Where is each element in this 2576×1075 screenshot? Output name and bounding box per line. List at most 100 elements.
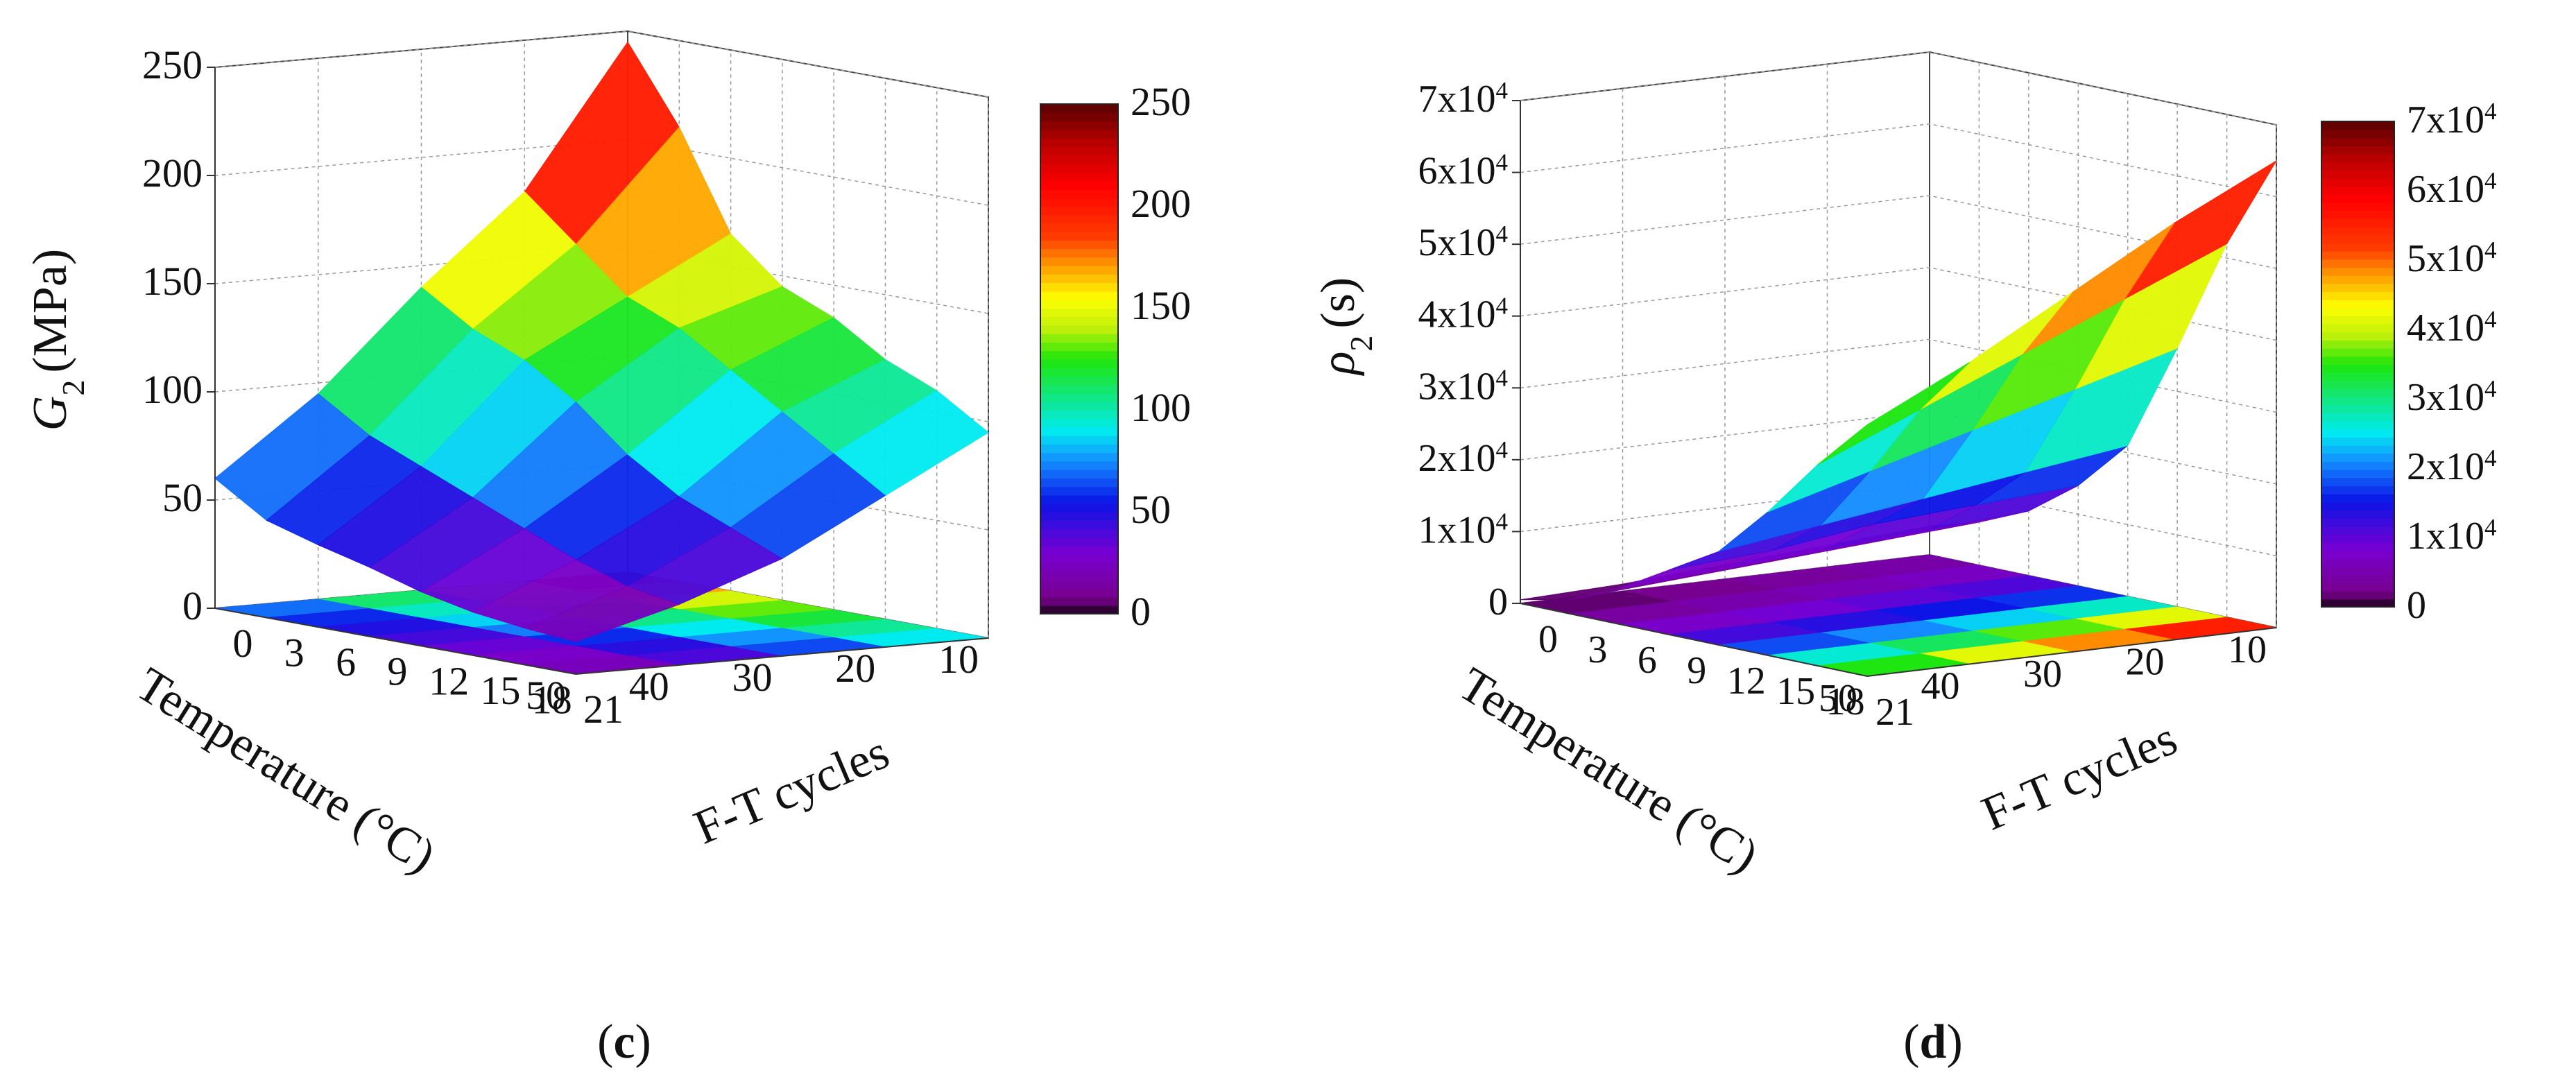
z-tick-label: 50: [162, 475, 203, 520]
z-tick-label: 150: [142, 259, 203, 304]
cycle-tick-label: 21: [1875, 691, 1914, 734]
colorbar-band: [1040, 528, 1118, 538]
colorbar-band: [1040, 376, 1118, 386]
cycle-tick-label: 9: [387, 649, 407, 694]
colorbar-band: [2321, 413, 2394, 422]
panel-label: (c): [597, 1015, 651, 1069]
colorbar-tick-label: 100: [1131, 385, 1191, 430]
cycle-tick-label: 12: [1727, 660, 1766, 703]
colorbar-band: [2321, 566, 2394, 576]
colorbar-band: [2321, 501, 2394, 510]
colorbar-band: [1040, 469, 1118, 479]
axes: 0 1x104 2x104 3x104 4x104 5x104 6x104 7x104 10 20…: [1418, 77, 2277, 734]
z-gridline: [1520, 123, 2277, 198]
surface-cell: [1817, 362, 1970, 465]
temperature-tick-label: 40: [1921, 665, 1960, 708]
z-tick-label: 4x104: [1418, 292, 1509, 336]
colorbar-band: [2321, 226, 2394, 236]
colorbar-band: [2321, 332, 2394, 341]
colorbar-band: [1040, 580, 1118, 590]
colorbar-band: [2321, 250, 2394, 260]
z-tick-label: 7x104: [1418, 77, 1509, 121]
colorbar-band: [2321, 372, 2394, 381]
colorbar-band: [2321, 316, 2394, 325]
cycles-axis-line: [214, 608, 576, 675]
colorbar-band: [1040, 546, 1118, 556]
tick-exponent: 4: [1496, 148, 1509, 175]
colorbar-band: [1040, 325, 1118, 334]
z-axis-title: ρ2 (s): [1312, 277, 1379, 376]
colorbar-band: [2321, 510, 2394, 519]
surface: [214, 41, 989, 642]
colorbar-band: [2321, 420, 2394, 430]
temperature-axis-line: [1866, 627, 2277, 677]
colorbar-band: [1040, 393, 1118, 402]
tick-exponent: 4: [2484, 306, 2497, 333]
colorbar-band: [2321, 550, 2394, 559]
panel-label: (d): [1903, 1015, 1963, 1069]
panel-label-letter: d: [1920, 1015, 1947, 1069]
z-title-unit: (s): [1312, 277, 1365, 329]
surface-cell: [523, 586, 680, 642]
colorbar: 0 1x104 2x104 3x104 4x104 5x104 6x104 7x104: [2321, 98, 2497, 627]
colorbar-band: [1040, 571, 1118, 580]
colorbar-band: [2321, 340, 2394, 349]
z-tick-label: 0: [1488, 580, 1508, 624]
colorbar-band: [2321, 259, 2394, 268]
colorbar-tick-label: 200: [1131, 181, 1191, 226]
cycle-tick-label: 12: [429, 658, 469, 703]
colorbar-band: [2321, 275, 2394, 284]
colorbar-band: [2321, 218, 2394, 227]
colorbar-band: [1040, 435, 1118, 445]
cycle-tick-label: 18: [532, 677, 572, 722]
colorbar-band: [2321, 178, 2394, 187]
colorbar-band: [2321, 202, 2394, 212]
colorbar-band: [1040, 257, 1118, 266]
cycle-tick-label: 3: [1588, 628, 1607, 671]
colorbar-band: [1040, 316, 1118, 326]
temperature-tick-label: 20: [2126, 641, 2165, 684]
temperature-tick-label: 40: [629, 664, 669, 709]
cycle-tick-label: 6: [1638, 639, 1657, 682]
temperature-axis-line: [575, 637, 989, 675]
colorbar-tick-label: 250: [1131, 79, 1191, 124]
colorbar-band: [2321, 137, 2394, 146]
colorbar-band: [2321, 267, 2394, 276]
colorbar-band: [1040, 495, 1118, 504]
tick-exponent: 4: [1496, 364, 1509, 391]
colorbar-band: [1040, 512, 1118, 522]
colorbar-band: [2321, 153, 2394, 163]
colorbar-band: [1040, 605, 1118, 614]
colorbar-band: [2321, 291, 2394, 300]
colorbar-band: [1040, 418, 1118, 428]
z-gridline: [1520, 51, 2277, 126]
tick-exponent: 4: [2484, 237, 2497, 264]
cycle-tick-label: 21: [583, 687, 624, 732]
colorbar-band: [2321, 234, 2394, 243]
colorbar-tick-label: 2x104: [2407, 445, 2497, 489]
tick-exponent: 4: [1496, 221, 1509, 248]
colorbar-band: [2321, 542, 2394, 551]
panel-label-close: ): [1946, 1015, 1962, 1069]
colorbar-band: [2321, 517, 2394, 527]
colorbar-band: [1040, 274, 1118, 284]
colorbar-band: [1040, 265, 1118, 275]
colorbar-band: [2321, 574, 2394, 583]
colorbar-band: [2321, 299, 2394, 309]
colorbar-tick-label: 3x104: [2407, 375, 2497, 420]
z-tick-label: 100: [142, 367, 203, 412]
colorbar-band: [2321, 534, 2394, 543]
z-tick-label: 5x104: [1418, 221, 1509, 265]
colorbar-band: [1040, 138, 1118, 148]
colorbar-band: [1040, 299, 1118, 309]
colorbar-band: [1040, 444, 1118, 454]
colorbar-band: [1040, 291, 1118, 300]
colorbar-band: [2321, 493, 2394, 503]
panel-d-rho2-surface-chart: 01x1042x1043x1044x1045x1046x1047x1041020…: [1312, 51, 2497, 1069]
panel-label-letter: c: [613, 1015, 635, 1069]
colorbar-frame: [1040, 103, 1119, 614]
colorbar-band: [1040, 146, 1118, 156]
colorbar-band: [1040, 172, 1118, 182]
